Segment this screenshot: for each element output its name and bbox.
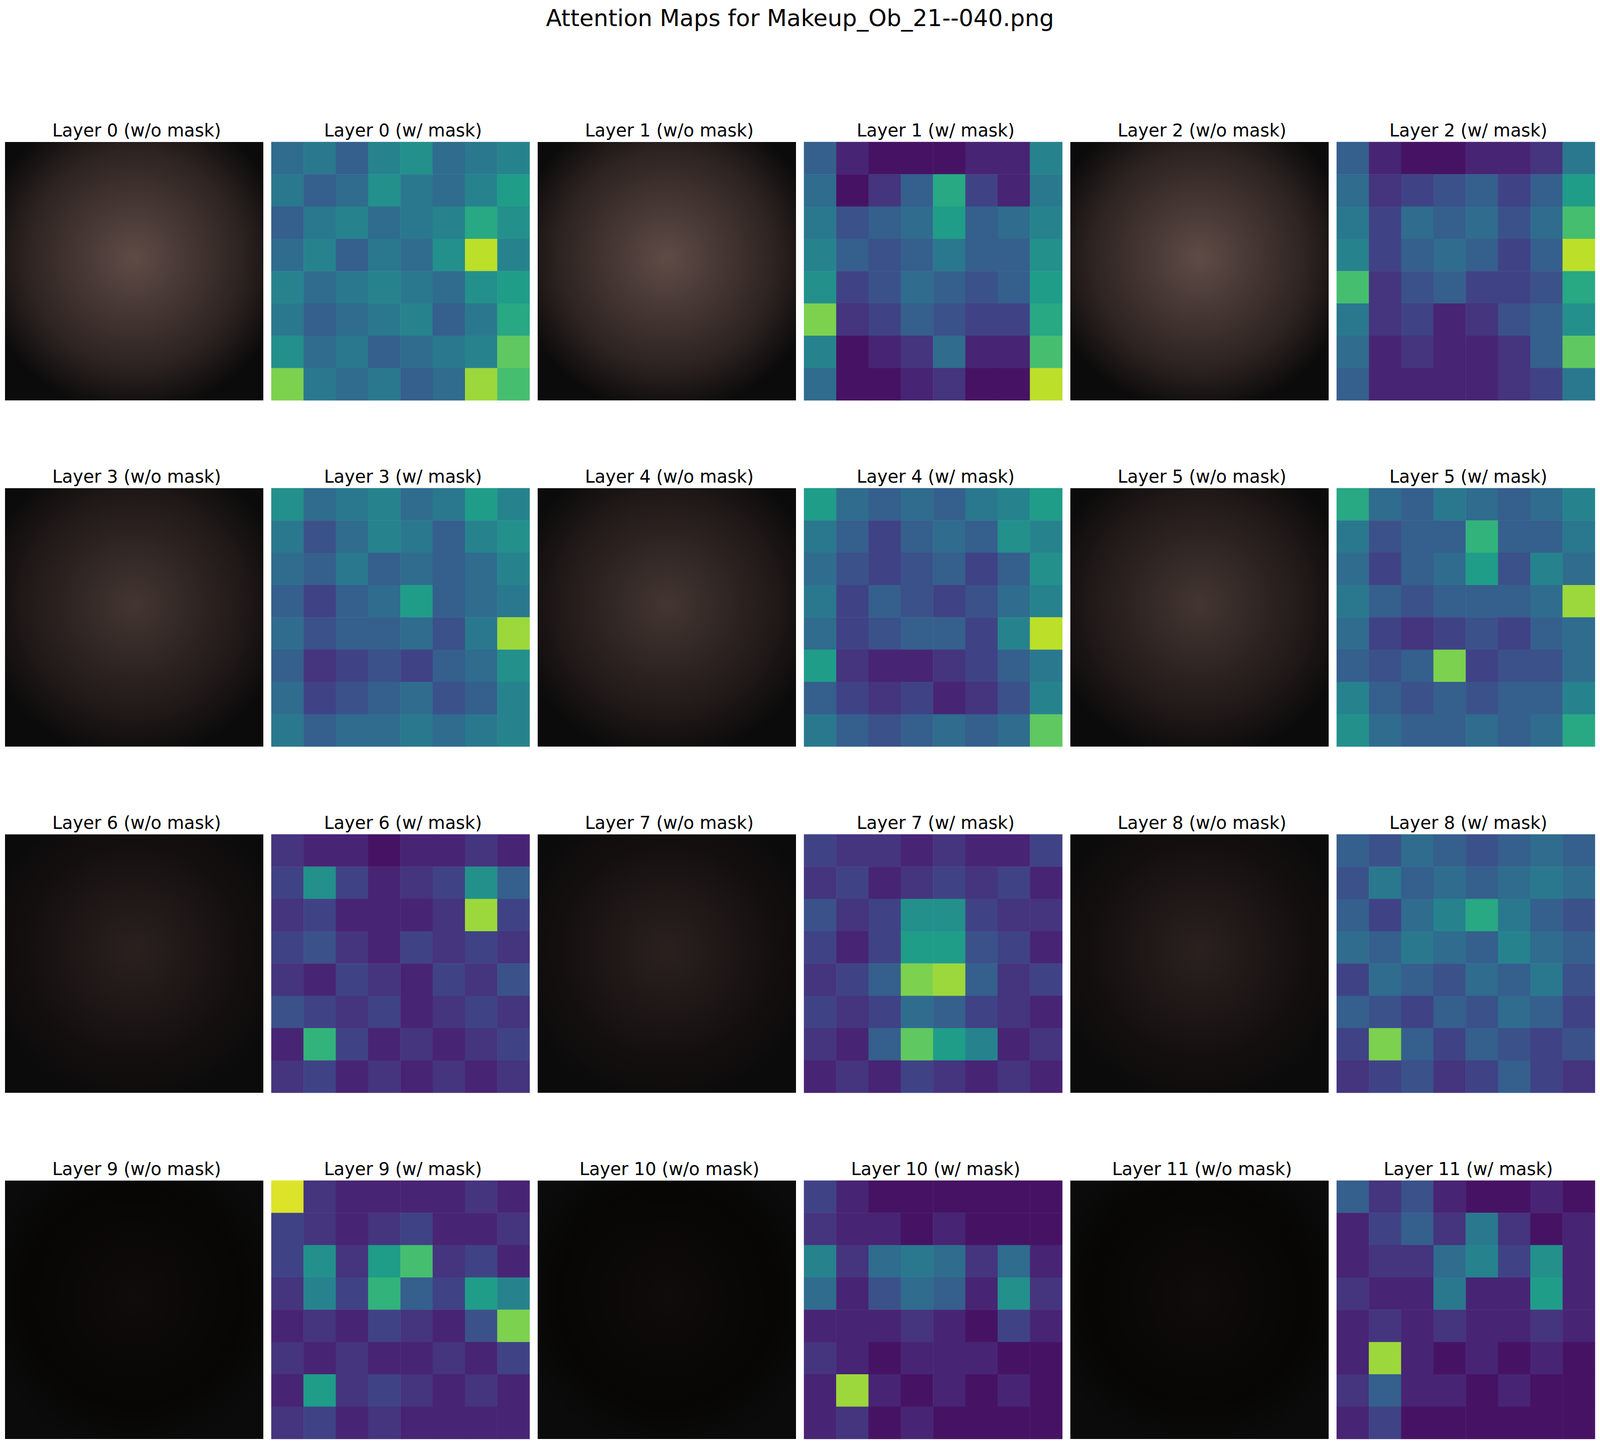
svg-text:Layer 11 (w/ mask): Layer 11 (w/ mask) <box>1383 1158 1553 1179</box>
svg-text:Layer 7 (w/ mask): Layer 7 (w/ mask) <box>856 812 1015 833</box>
svg-text:Layer 6 (w/ mask): Layer 6 (w/ mask) <box>324 812 483 833</box>
svg-text:Layer 2 (w/ mask): Layer 2 (w/ mask) <box>1389 120 1548 141</box>
svg-text:Layer 11 (w/o mask): Layer 11 (w/o mask) <box>1111 1158 1293 1179</box>
svg-text:Layer 9 (w/ mask): Layer 9 (w/ mask) <box>324 1158 483 1179</box>
svg-text:Layer 8 (w/ mask): Layer 8 (w/ mask) <box>1389 812 1548 833</box>
svg-text:Layer 10 (w/o mask): Layer 10 (w/o mask) <box>579 1158 760 1179</box>
svg-text:Layer 6 (w/o mask): Layer 6 (w/o mask) <box>52 812 221 833</box>
svg-text:Attention Maps for Makeup_Ob_2: Attention Maps for Makeup_Ob_21--040.png <box>545 4 1054 32</box>
svg-text:Layer 4 (w/o mask): Layer 4 (w/o mask) <box>584 466 754 487</box>
svg-text:Layer 8 (w/o mask): Layer 8 (w/o mask) <box>1117 812 1287 833</box>
svg-text:Layer 0 (w/o mask): Layer 0 (w/o mask) <box>52 120 221 141</box>
svg-text:Layer 4 (w/ mask): Layer 4 (w/ mask) <box>856 466 1015 487</box>
svg-text:Layer 5 (w/ mask): Layer 5 (w/ mask) <box>1389 466 1548 487</box>
svg-text:Layer 5 (w/o mask): Layer 5 (w/o mask) <box>1117 466 1287 487</box>
svg-text:Layer 10 (w/ mask): Layer 10 (w/ mask) <box>851 1158 1021 1179</box>
svg-text:Layer 0 (w/ mask): Layer 0 (w/ mask) <box>324 120 483 141</box>
svg-text:Layer 1 (w/ mask): Layer 1 (w/ mask) <box>856 120 1015 141</box>
svg-text:Layer 3 (w/o mask): Layer 3 (w/o mask) <box>52 466 221 487</box>
svg-text:Layer 2 (w/o mask): Layer 2 (w/o mask) <box>1117 120 1287 141</box>
svg-text:Layer 7 (w/o mask): Layer 7 (w/o mask) <box>584 812 754 833</box>
svg-text:Layer 3 (w/ mask): Layer 3 (w/ mask) <box>324 466 483 487</box>
svg-text:Layer 1 (w/o mask): Layer 1 (w/o mask) <box>584 120 754 141</box>
svg-text:Layer 9 (w/o mask): Layer 9 (w/o mask) <box>52 1158 221 1179</box>
